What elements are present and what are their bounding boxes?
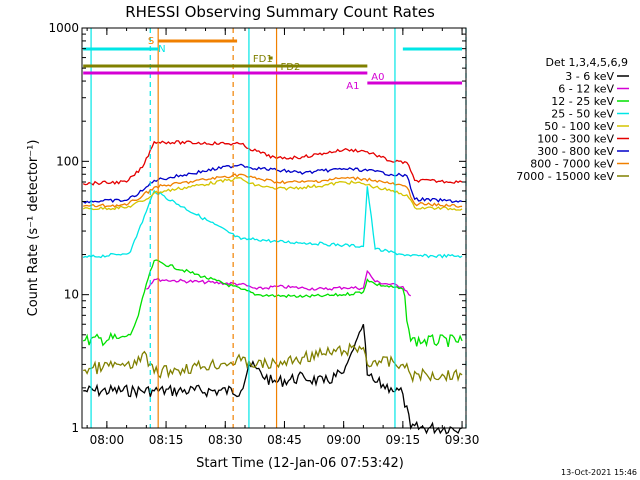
series-line-4 [82, 176, 463, 211]
axis-layer: 08:00 08:15 08:30 08:45 09:00 09:15 09:30 1 10 10… [48, 21, 479, 447]
flag-label-0: S [148, 36, 154, 47]
series-line-6 [82, 163, 463, 204]
legend-label-4: 50 - 100 keV [544, 120, 614, 133]
flag-label-5: A1 [346, 81, 359, 92]
x-tick-label: 09:00 [326, 433, 361, 447]
series-line-2 [82, 259, 463, 348]
chart-title: RHESSI Observing Summary Count Rates [125, 3, 435, 21]
legend-label-2: 12 - 25 keV [551, 95, 614, 108]
x-tick-label: 09:15 [386, 433, 421, 447]
y-tick-label: 1000 [48, 21, 79, 35]
series-line-3 [82, 186, 463, 259]
plot-frame [81, 27, 467, 429]
y-tick-label: 100 [56, 154, 79, 168]
x-tick-label: 08:45 [267, 433, 302, 447]
y-tick-label: 10 [64, 288, 79, 302]
y-tick-label: 1 [71, 421, 79, 435]
series-line-8 [83, 342, 463, 384]
timestamp: 13-Oct-2021 15:46 [561, 468, 637, 477]
x-axis-label: Start Time (12-Jan-06 07:53:42) [196, 456, 404, 471]
legend-label-6: 300 - 800 keV [537, 145, 614, 158]
flag-label-1: N [158, 44, 165, 55]
flag-label-2: FD1 [253, 54, 273, 65]
x-tick-label: 09:30 [445, 433, 480, 447]
legend-label-0: 3 - 6 keV [565, 70, 614, 83]
x-tick-label: 08:00 [90, 433, 125, 447]
x-tick-label: 08:15 [149, 433, 184, 447]
legend-label-1: 6 - 12 keV [558, 83, 614, 96]
flag-label-3: FD2 [281, 62, 301, 73]
flag-label-4: A0 [371, 72, 384, 83]
series-line-5 [82, 140, 463, 186]
series-line-0 [83, 323, 463, 435]
legend-label-7: 800 - 7000 keV [530, 158, 614, 171]
flag-layer: SN FD1 FD2 A0 A1 [83, 36, 463, 92]
legend-label-3: 25 - 50 keV [551, 108, 614, 121]
data-layer [82, 140, 463, 435]
legend-label-5: 100 - 300 keV [537, 133, 614, 146]
x-tick-label: 08:30 [208, 433, 243, 447]
legend-label-8: 7000 - 15000 keV [516, 170, 614, 183]
y-axis-label: Count Rate (s⁻¹ detector⁻¹) [26, 140, 41, 317]
marker-layer [90, 28, 467, 428]
series-line-7 [83, 173, 463, 208]
series-line-1 [146, 269, 412, 297]
legend-header: Det 1,3,4,5,6,9 [545, 56, 628, 69]
